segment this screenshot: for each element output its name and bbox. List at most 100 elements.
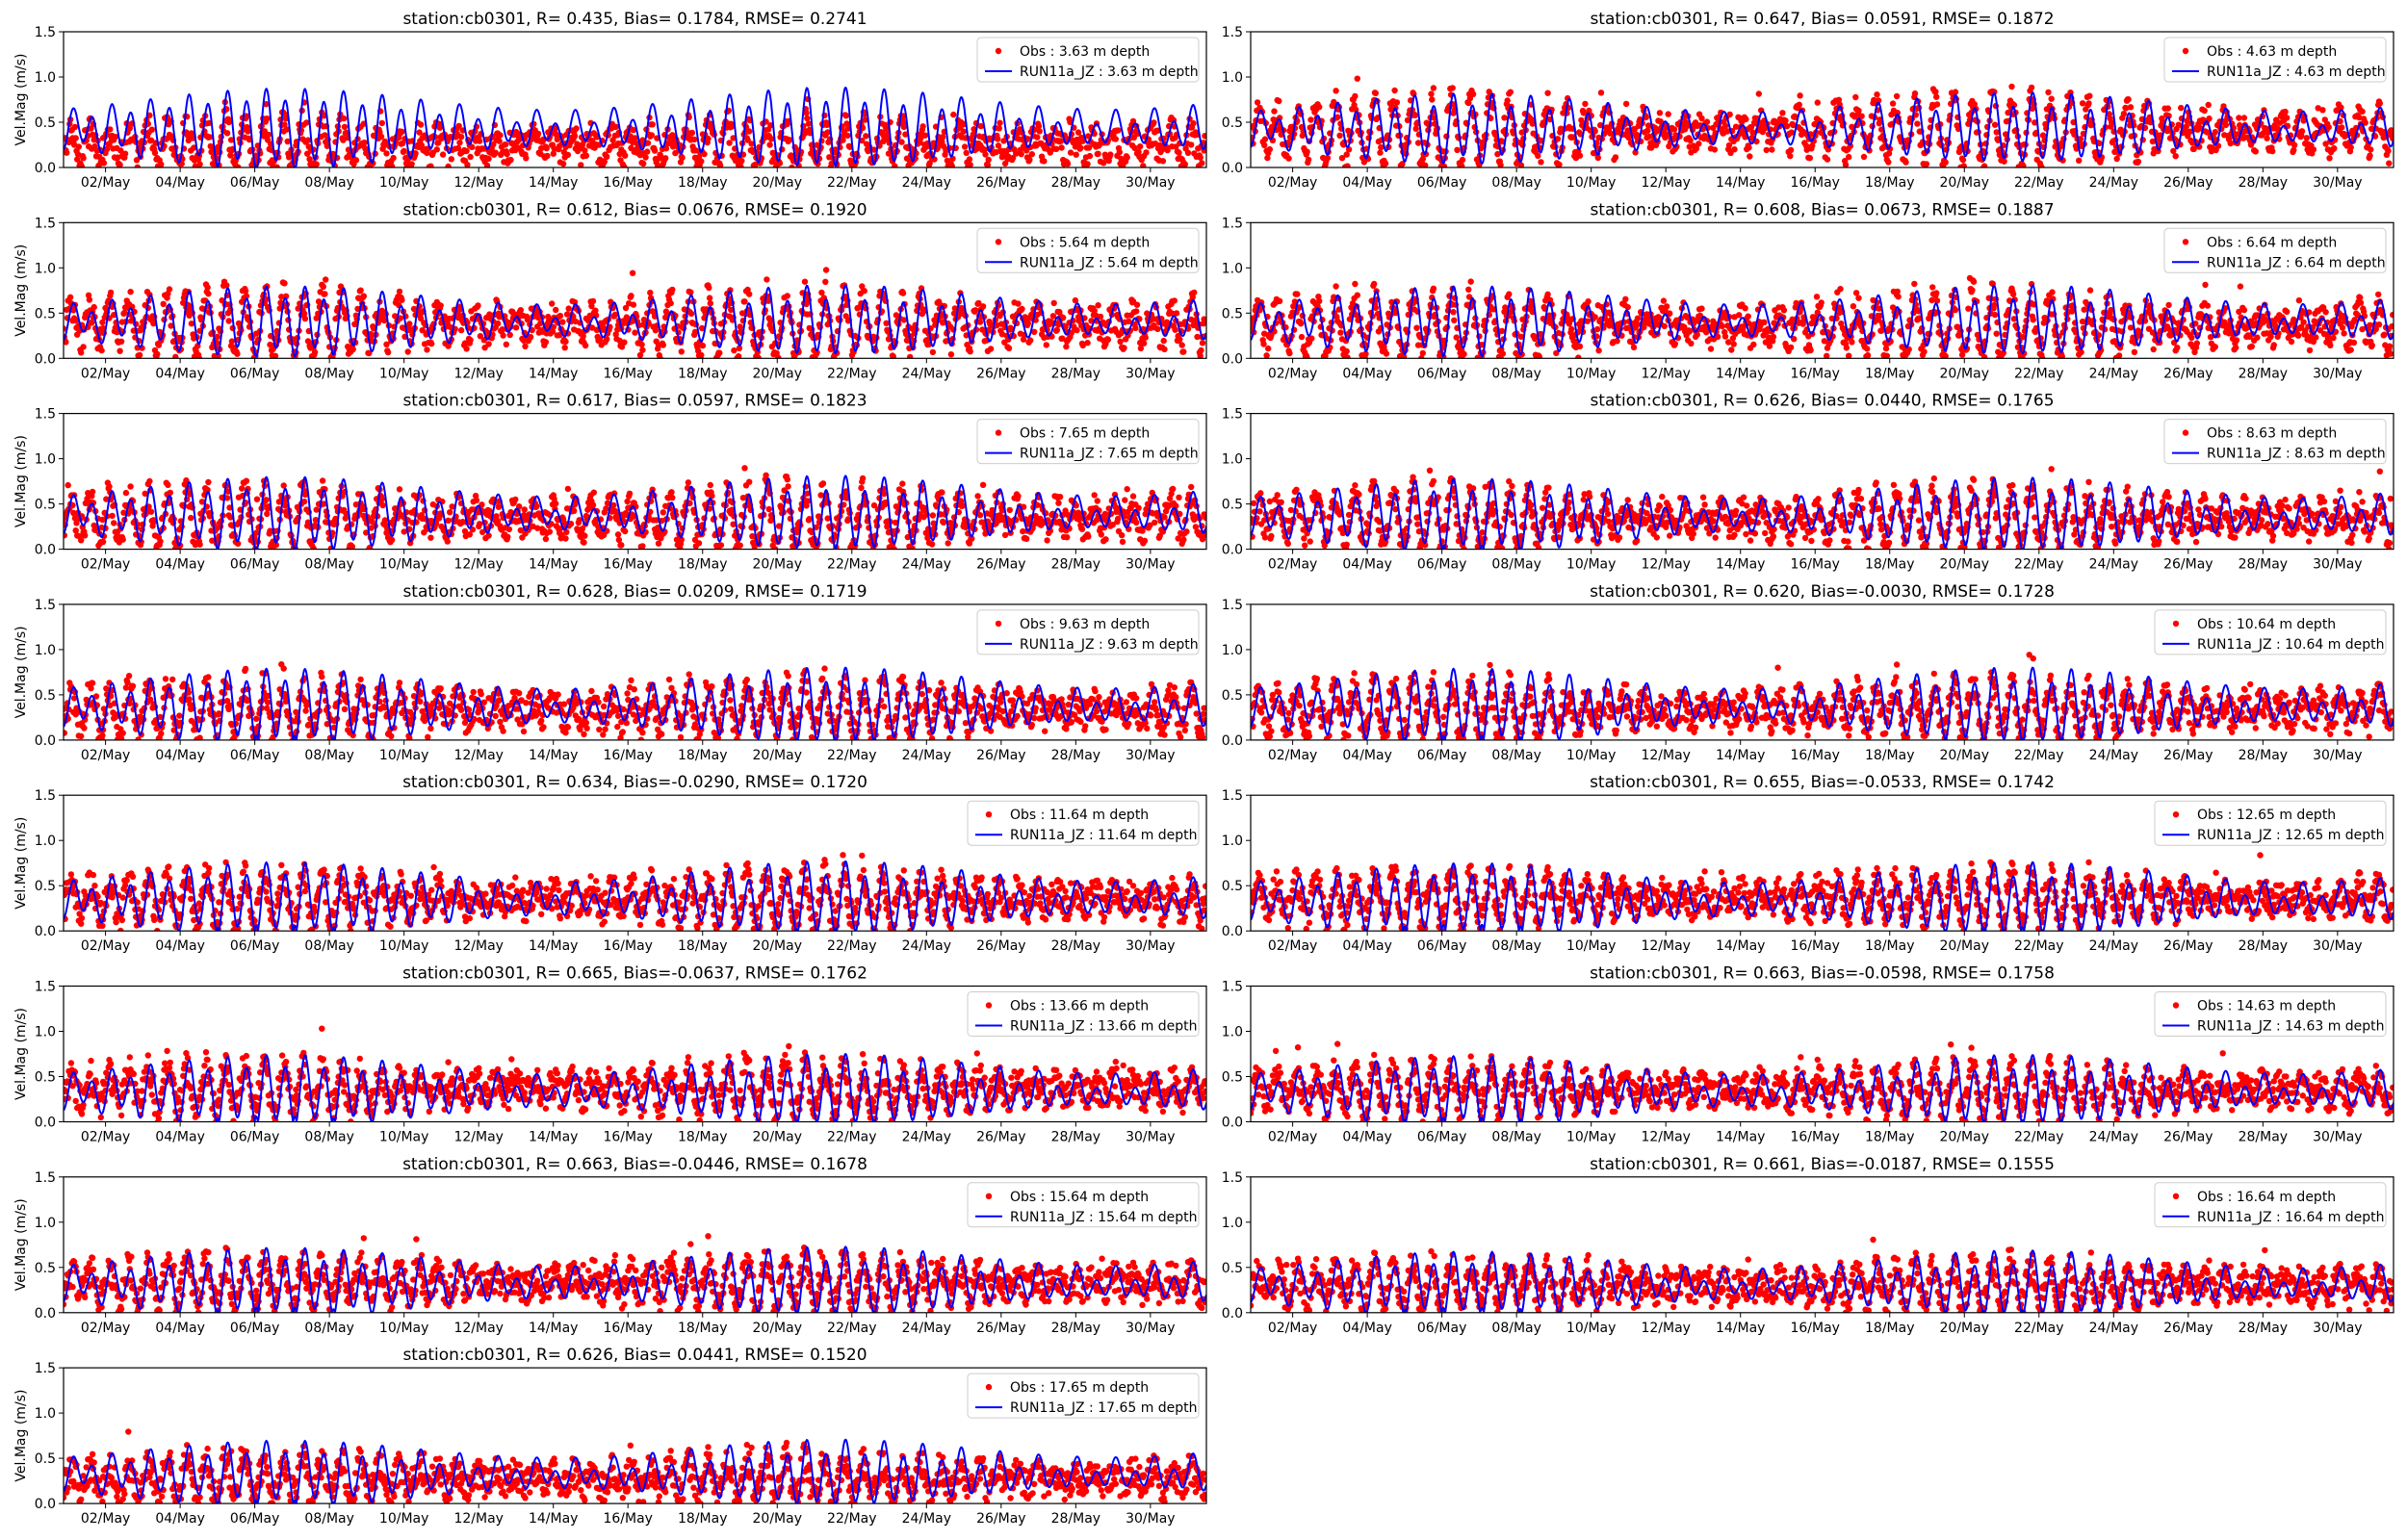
- obs-point: [1858, 113, 1865, 119]
- obs-point: [1498, 327, 1506, 335]
- obs-point: [1732, 123, 1740, 130]
- obs-point: [1337, 329, 1344, 336]
- obs-point: [166, 286, 173, 293]
- obs-point: [260, 133, 268, 140]
- obs-point: [1352, 92, 1359, 100]
- obs-point: [341, 115, 348, 122]
- obs-point: [1933, 93, 1940, 100]
- obs-point: [804, 115, 811, 122]
- obs-point: [1177, 336, 1183, 343]
- obs-point: [1036, 128, 1043, 135]
- obs-point: [417, 121, 425, 128]
- obs-point: [1344, 163, 1351, 167]
- obs-point: [2008, 83, 2015, 90]
- obs-point: [972, 307, 979, 314]
- obs-point: [642, 154, 649, 161]
- obs-point: [1731, 146, 1738, 153]
- obs-point: [621, 339, 628, 346]
- obs-point: [121, 309, 128, 317]
- obs-point: [766, 141, 773, 148]
- obs-point: [1787, 146, 1795, 154]
- model-line: [64, 86, 1206, 167]
- obs-point: [215, 143, 221, 150]
- obs-point: [844, 132, 851, 140]
- obs-point: [565, 305, 572, 312]
- obs-point: [1142, 334, 1149, 341]
- obs-point: [1077, 144, 1084, 151]
- axes-frame: [1250, 31, 2394, 168]
- x-tick-label: 18/May: [678, 366, 727, 381]
- obs-point: [2077, 136, 2083, 142]
- x-tick-label: 16/May: [1790, 175, 1839, 191]
- obs-point: [1276, 297, 1283, 304]
- obs-point: [1034, 134, 1041, 141]
- obs-point: [180, 299, 187, 306]
- obs-point: [1429, 96, 1436, 103]
- obs-point: [1971, 101, 1978, 108]
- obs-point: [1343, 347, 1350, 355]
- obs-point: [1372, 90, 1380, 97]
- legend-obs-marker: [2182, 47, 2189, 55]
- obs-point: [1849, 123, 1855, 130]
- obs-point: [1191, 289, 1198, 296]
- obs-point: [1260, 341, 1267, 347]
- obs-point: [1294, 291, 1301, 297]
- x-tick-label: 02/May: [81, 366, 130, 381]
- obs-point: [2347, 143, 2354, 151]
- obs-point: [571, 133, 579, 140]
- x-tick-label: 30/May: [1126, 175, 1175, 191]
- obs-point: [168, 322, 174, 329]
- obs-point: [2319, 107, 2326, 114]
- obs-point: [644, 140, 652, 146]
- obs-point: [1050, 299, 1057, 307]
- obs-point: [98, 346, 105, 354]
- obs-point: [859, 137, 866, 144]
- plot-area: [64, 267, 1206, 359]
- obs-point: [1743, 116, 1749, 123]
- obs-point: [2338, 104, 2344, 111]
- obs-point: [263, 295, 270, 303]
- obs-point: [1254, 99, 1261, 106]
- subplot-4: 0.00.51.01.502/May 04/May 06/May 08/May 10/M…: [1222, 200, 2394, 381]
- obs-point: [1154, 325, 1161, 332]
- obs-point: [504, 150, 510, 158]
- obs-point: [621, 164, 628, 167]
- obs-point: [283, 126, 291, 133]
- obs-point: [401, 147, 407, 155]
- obs-point: [301, 315, 309, 322]
- legend-obs-marker: [995, 47, 1002, 55]
- obs-point: [950, 111, 957, 118]
- obs-point: [746, 291, 753, 297]
- obs-point: [2183, 123, 2189, 130]
- obs-point: [1164, 146, 1171, 154]
- x-tick-label: 06/May: [230, 366, 279, 381]
- obs-point: [2123, 105, 2130, 112]
- obs-point: [649, 121, 656, 128]
- obs-point: [1726, 111, 1733, 118]
- obs-point: [582, 342, 589, 349]
- obs-point: [2326, 155, 2333, 162]
- obs-point: [384, 348, 392, 356]
- obs-point: [2240, 115, 2248, 121]
- obs-point: [984, 162, 992, 167]
- obs-point: [1351, 101, 1358, 109]
- obs-point: [126, 125, 133, 132]
- obs-point: [1100, 160, 1107, 167]
- obs-point: [383, 150, 390, 157]
- x-tick-label: 06/May: [230, 175, 279, 191]
- obs-point: [561, 345, 568, 351]
- obs-point: [406, 321, 413, 327]
- obs-point: [1124, 154, 1130, 161]
- obs-point: [323, 276, 329, 283]
- obs-point: [1644, 127, 1651, 134]
- obs-point: [564, 151, 572, 159]
- obs-point: [1747, 153, 1753, 160]
- x-tick-label: 08/May: [1491, 175, 1540, 191]
- obs-point: [648, 132, 656, 139]
- obs-point: [91, 303, 97, 311]
- x-tick-label: 22/May: [827, 175, 876, 191]
- obs-point: [967, 162, 973, 167]
- obs-point: [1265, 345, 1272, 352]
- obs-point: [1171, 297, 1178, 304]
